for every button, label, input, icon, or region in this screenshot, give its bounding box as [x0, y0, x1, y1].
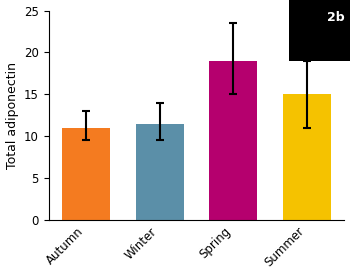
Text: 2b: 2b [327, 10, 344, 24]
Y-axis label: Total adiponectin: Total adiponectin [6, 62, 19, 169]
Bar [62, 128, 110, 220]
Bar [283, 94, 331, 220]
Bar [209, 61, 257, 220]
Bar [136, 124, 184, 220]
